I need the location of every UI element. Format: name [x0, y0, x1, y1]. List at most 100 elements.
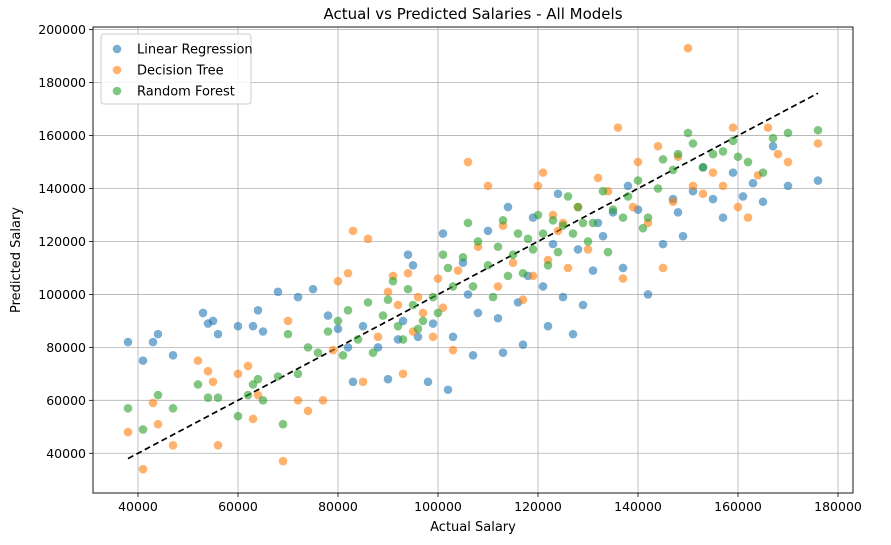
data-point: [253, 374, 263, 384]
data-point: [633, 157, 643, 167]
data-point: [558, 221, 568, 230]
data-point: [513, 229, 523, 238]
data-point: [203, 393, 213, 402]
data-point: [213, 441, 223, 450]
legend-box: [100, 33, 252, 105]
data-point: [738, 192, 748, 201]
x-tick-label: 160000: [714, 499, 762, 514]
data-point: [273, 287, 283, 297]
data-point: [403, 284, 413, 294]
data-point: [333, 276, 343, 286]
data-point: [613, 123, 623, 132]
data-point: [208, 377, 218, 387]
data-point: [348, 226, 358, 236]
data-point: [428, 292, 438, 302]
data-point: [463, 218, 473, 228]
data-point: [508, 250, 518, 260]
data-point: [283, 329, 293, 339]
data-point: [548, 239, 558, 249]
data-point: [783, 181, 793, 191]
x-tick-label: 80000: [318, 499, 358, 514]
y-tick-label: 160000: [38, 128, 86, 143]
data-point: [243, 390, 253, 400]
data-point: [538, 168, 548, 177]
data-point: [333, 324, 343, 334]
data-point: [283, 316, 293, 326]
data-point: [448, 332, 458, 342]
data-point: [733, 152, 743, 162]
legend-marker: [112, 65, 122, 75]
data-point: [598, 231, 608, 241]
data-point: [338, 351, 348, 360]
x-tick-label: 40000: [118, 499, 158, 514]
data-point: [293, 369, 303, 379]
data-point: [523, 234, 533, 244]
data-point: [533, 210, 543, 220]
data-point: [618, 213, 628, 222]
data-point: [473, 308, 483, 318]
data-point: [448, 282, 458, 291]
data-point: [528, 245, 538, 254]
data-point: [588, 266, 598, 275]
data-point: [153, 419, 163, 429]
data-point: [353, 335, 363, 344]
data-point: [538, 229, 548, 238]
data-point: [483, 226, 493, 236]
data-point: [428, 319, 438, 328]
data-point: [758, 197, 768, 207]
data-point: [453, 266, 463, 275]
data-point: [518, 295, 528, 305]
y-tick-label: 200000: [38, 22, 86, 37]
data-point: [248, 321, 258, 331]
data-point: [333, 316, 343, 326]
data-point: [618, 274, 628, 283]
data-point: [763, 123, 773, 132]
y-axis-title: Predicted Salary: [9, 207, 24, 313]
data-point: [323, 311, 333, 320]
data-point: [583, 237, 593, 246]
data-point: [773, 149, 783, 159]
data-point: [493, 242, 503, 252]
data-point: [673, 208, 683, 217]
data-point: [433, 274, 443, 283]
data-point: [303, 406, 313, 416]
data-point: [428, 332, 438, 342]
data-point: [293, 396, 303, 405]
data-point: [403, 250, 413, 260]
data-point: [233, 321, 243, 331]
data-point: [383, 374, 393, 384]
data-point: [193, 380, 203, 389]
data-point: [718, 181, 728, 191]
data-point: [568, 229, 578, 238]
data-point: [193, 356, 203, 365]
data-point: [373, 332, 383, 342]
data-point: [618, 263, 628, 273]
data-point: [403, 268, 413, 278]
data-point: [308, 284, 318, 294]
data-point: [728, 136, 738, 146]
data-point: [608, 205, 618, 214]
data-point: [683, 43, 693, 53]
data-point: [213, 393, 223, 402]
data-point: [593, 173, 603, 183]
data-point: [463, 157, 473, 167]
data-point: [553, 189, 563, 199]
data-point: [303, 343, 313, 352]
data-point: [393, 300, 403, 310]
y-tick-label: 100000: [38, 287, 86, 302]
data-point: [673, 149, 683, 159]
data-point: [768, 141, 778, 151]
data-point: [433, 308, 443, 318]
data-point: [533, 181, 543, 191]
data-point: [233, 369, 243, 379]
legend: Linear Regression Decision Tree Random For…: [100, 33, 253, 105]
data-point: [498, 348, 508, 357]
data-point: [728, 123, 738, 132]
legend-label: Decision Tree: [137, 64, 224, 79]
data-point: [708, 149, 718, 159]
data-point: [683, 128, 693, 138]
data-point: [768, 133, 778, 143]
x-tick-label: 120000: [514, 499, 562, 514]
data-point: [378, 311, 388, 320]
data-point: [208, 316, 218, 326]
